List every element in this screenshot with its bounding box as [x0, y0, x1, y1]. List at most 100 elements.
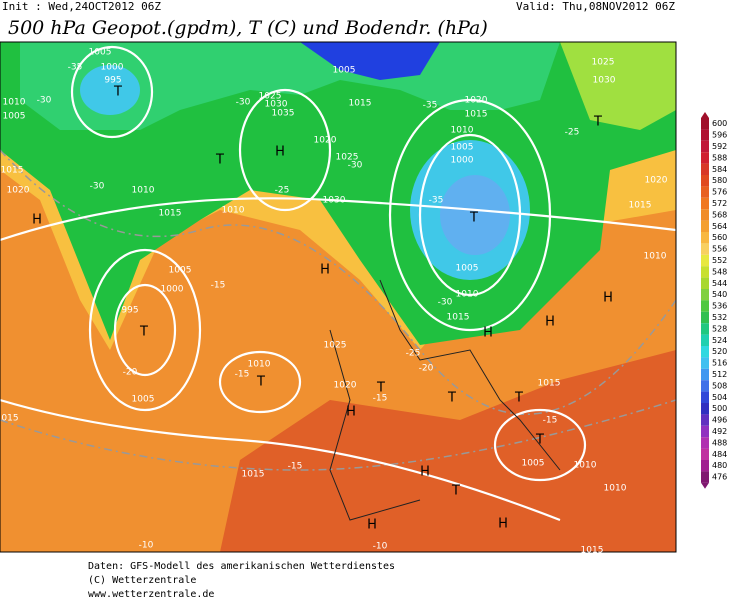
contour-label: -10 — [139, 541, 154, 551]
contour-label: 1025 — [259, 92, 282, 102]
colorbar-label: 536 — [712, 302, 727, 311]
colorbar-swatch — [701, 163, 709, 175]
contour-label: -30 — [236, 98, 251, 108]
contour-label: 1000 — [101, 63, 124, 73]
contour-label: -30 — [438, 298, 453, 308]
contour-label: 1005 — [132, 395, 155, 405]
colorbar-swatch — [701, 300, 709, 312]
contour-label: -35 — [429, 196, 444, 206]
contour-label: 1015 — [447, 313, 470, 323]
colorbar-label: 516 — [712, 359, 727, 368]
contour-label: -30 — [348, 161, 363, 171]
contour-label: 1020 — [334, 381, 357, 391]
colorbar-swatch — [701, 368, 709, 381]
contour-label: -20 — [123, 368, 138, 378]
colorbar-swatch — [701, 129, 709, 141]
colorbar-label: 480 — [712, 461, 727, 470]
pressure-center: T — [514, 391, 523, 406]
pressure-center: T — [451, 484, 460, 499]
contour-label: 1015 — [538, 379, 561, 389]
contour-label: 1000 — [161, 285, 184, 295]
contour-label: -30 — [90, 182, 105, 192]
colorbar-label: 580 — [712, 176, 727, 185]
pressure-center: H — [603, 291, 613, 306]
colorbar-label: 492 — [712, 427, 727, 436]
contour-label: 995 — [121, 306, 138, 316]
contour-label: 1005 — [3, 112, 26, 122]
colorbar-swatch — [701, 197, 709, 210]
colorbar-label: 560 — [712, 233, 727, 242]
colorbar-swatch — [701, 152, 709, 164]
colorbar-swatch — [701, 254, 709, 267]
colorbar-label: 528 — [712, 324, 727, 333]
contour-label: 1015 — [629, 201, 652, 211]
colorbar-swatch — [701, 414, 709, 426]
footer-line: Daten: GFS-Modell des amerikanischen Wet… — [88, 561, 395, 572]
colorbar-swatch — [701, 232, 709, 244]
contour-label: 1005 — [89, 48, 112, 58]
colorbar-label: 500 — [712, 404, 727, 413]
contour-label: 1025 — [592, 58, 615, 68]
colorbar-label: 484 — [712, 450, 727, 459]
contour-label: 1015 — [465, 110, 488, 120]
colorbar-swatch — [701, 437, 709, 449]
colorbar-label: 596 — [712, 131, 727, 140]
pressure-center: H — [320, 263, 330, 278]
colorbar-label: 496 — [712, 416, 727, 425]
contour-label: -35 — [423, 101, 438, 111]
pressure-center: T — [593, 115, 602, 130]
colorbar-swatch — [701, 118, 709, 130]
contour-label: -10 — [373, 542, 388, 552]
colorbar-swatch — [701, 346, 709, 358]
contour-label: 1015 — [242, 470, 265, 480]
colorbar-swatch — [701, 425, 709, 438]
colorbar-cap — [701, 482, 709, 489]
colorbar-swatch — [701, 243, 709, 255]
contour-label: 1010 — [451, 126, 474, 136]
contour-label: 1015 — [349, 99, 372, 109]
colorbar-label: 476 — [712, 473, 727, 482]
pressure-center: T — [535, 433, 544, 448]
pressure-center: H — [32, 213, 42, 228]
contour-label: -15 — [211, 281, 226, 291]
colorbar-label: 600 — [712, 119, 727, 128]
contour-label: 1010 — [248, 360, 271, 370]
pressure-center: H — [545, 315, 555, 330]
pressure-center: H — [346, 405, 356, 420]
contour-label: 1010 — [132, 186, 155, 196]
contour-label: 1015 — [1, 166, 24, 176]
colorbar-swatch — [701, 209, 709, 221]
colorbar-swatch — [701, 403, 709, 415]
pressure-center: T — [256, 375, 265, 390]
pressure-center: T — [376, 381, 385, 396]
colorbar-label: 508 — [712, 381, 727, 390]
contour-label: 1005 — [522, 459, 545, 469]
colorbar-swatch — [701, 140, 709, 153]
contour-label: -35 — [68, 63, 83, 73]
contour-label: -15 — [543, 416, 558, 426]
colorbar-label: 584 — [712, 165, 727, 174]
map-area — [0, 41, 677, 553]
colorbar-swatch — [701, 357, 709, 369]
contour-label: 1020 — [314, 136, 337, 146]
contour-label: 1000 — [451, 156, 474, 166]
pressure-center: H — [498, 517, 508, 532]
contour-label: 1025 — [324, 341, 347, 351]
map-title: 500 hPa Geopot.(gpdm), T (C) und Bodendr… — [8, 17, 488, 39]
init-time: Init : Wed,24OCT2012 06Z — [2, 0, 161, 13]
pressure-center: T — [139, 325, 148, 340]
contour-label: 1010 — [574, 461, 597, 471]
pressure-center: H — [275, 145, 285, 160]
contour-label: 1010 — [456, 290, 479, 300]
colorbar-swatch — [701, 186, 709, 198]
colorbar-label: 504 — [712, 393, 727, 402]
colorbar-swatch — [701, 266, 709, 278]
colorbar-label: 548 — [712, 267, 727, 276]
contour-label: 1015 — [581, 546, 604, 556]
colorbar-swatch — [701, 391, 709, 403]
contour-label: 1020 — [465, 96, 488, 106]
colorbar-label: 576 — [712, 188, 727, 197]
colorbar-label: 544 — [712, 279, 727, 288]
colorbar-swatch — [701, 289, 709, 301]
